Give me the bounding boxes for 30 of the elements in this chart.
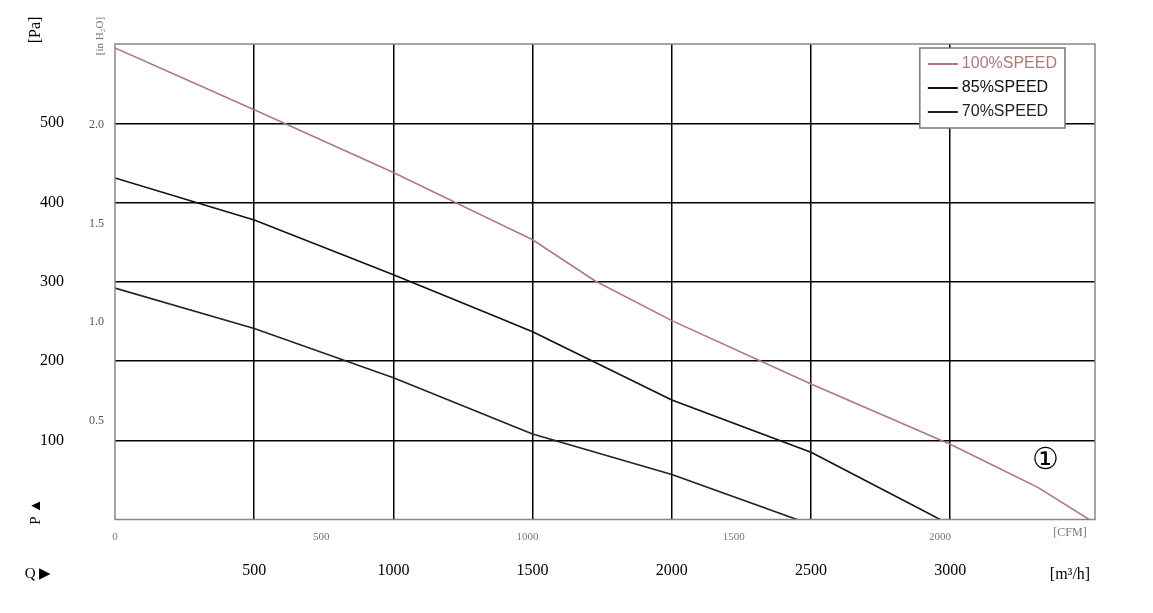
text: Q ▶ (24, 565, 52, 582)
x2-tick-label: 500 (312, 530, 330, 543)
legend-label: 70%SPEED (961, 102, 1049, 120)
x-tick-label: 1000 (377, 560, 410, 578)
y-tick-label: 100 (40, 430, 64, 448)
y2-tick-label: 0.5 (89, 413, 104, 428)
y2-tick-label: 1.5 (89, 215, 104, 230)
y2-tick-label: 2.0 (89, 117, 104, 132)
x-tick-label: 2000 (655, 560, 688, 578)
y2-axis-title: [in H₂O] (93, 16, 106, 56)
x-tick-label: 3000 (934, 560, 967, 578)
text: P ▲ (26, 498, 43, 525)
x-tick-label: 500 (242, 560, 267, 578)
y2-tick-label: 1.0 (89, 314, 104, 329)
x2-tick-label: 2000 (928, 530, 952, 543)
x-axis-title: [m³/h] (1049, 564, 1091, 582)
x-tick-label: 2500 (795, 560, 828, 578)
x2-axis-title: [CFM] (1053, 525, 1087, 540)
x2-tick-label: 1000 (516, 530, 539, 543)
y-axis-title: [Pa] (26, 16, 44, 44)
legend-label: 85%SPEED (961, 78, 1049, 96)
y-tick-label: 300 (40, 272, 64, 289)
legend-label: 100%SPEED (961, 54, 1058, 72)
x2-tick-label: 1500 (722, 530, 746, 543)
x-tick-label: 1500 (516, 560, 549, 578)
y-tick-label: 200 (40, 351, 64, 369)
y-tick-label: 400 (40, 192, 64, 210)
annotation: ① (1031, 442, 1059, 476)
y-tick-label: 500 (40, 113, 64, 131)
x2-tick-label: 0 (112, 530, 119, 543)
